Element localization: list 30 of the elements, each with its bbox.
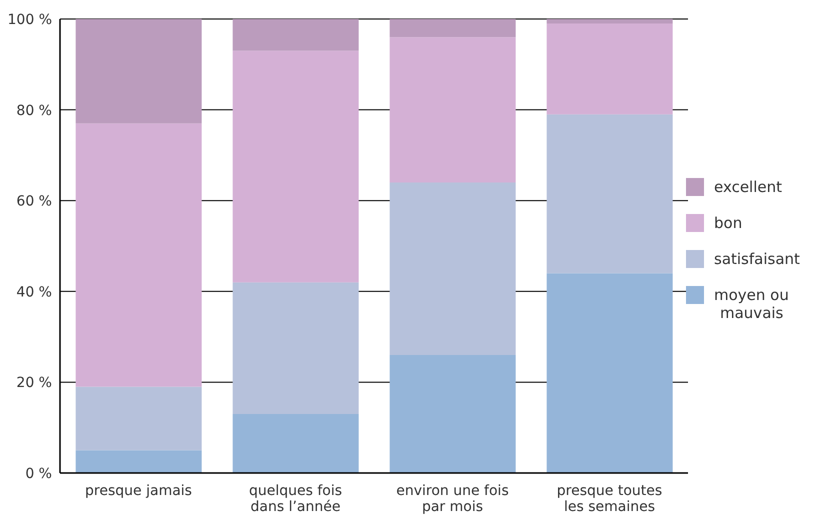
- bar: [390, 182, 516, 355]
- bar: [232, 50, 359, 282]
- bar: [390, 354, 516, 473]
- y-tick-label: 0 %: [25, 466, 52, 482]
- bar: [232, 282, 359, 414]
- bar: [546, 24, 673, 114]
- bar: [390, 19, 516, 38]
- legend-label: bon: [714, 214, 742, 232]
- legend-label: moyen ou mauvais: [714, 286, 789, 322]
- legend-label: excellent: [714, 178, 782, 196]
- x-tick-label: quelques fois dans l’année: [248, 483, 342, 515]
- y-tick-label: 20 %: [16, 375, 52, 392]
- y-tick-label: 80 %: [16, 102, 52, 119]
- y-tick-label: 60 %: [16, 194, 52, 210]
- bar: [546, 19, 673, 24]
- bar: [390, 37, 516, 182]
- bar: [232, 19, 359, 51]
- bar: [76, 123, 202, 387]
- bar: [546, 114, 673, 274]
- x-tick-label: environ une fois par mois: [396, 483, 509, 515]
- y-tick-label: 100 %: [8, 12, 52, 28]
- bar: [546, 273, 673, 473]
- x-tick-label: presque jamais: [85, 483, 192, 499]
- legend-label: satisfaisant: [714, 250, 800, 268]
- y-tick-label: 40 %: [16, 284, 52, 300]
- x-tick-label: presque toutes les semaines: [556, 483, 662, 515]
- bar: [76, 19, 202, 124]
- bar: [76, 450, 202, 473]
- bar: [232, 414, 359, 473]
- bar: [76, 386, 202, 450]
